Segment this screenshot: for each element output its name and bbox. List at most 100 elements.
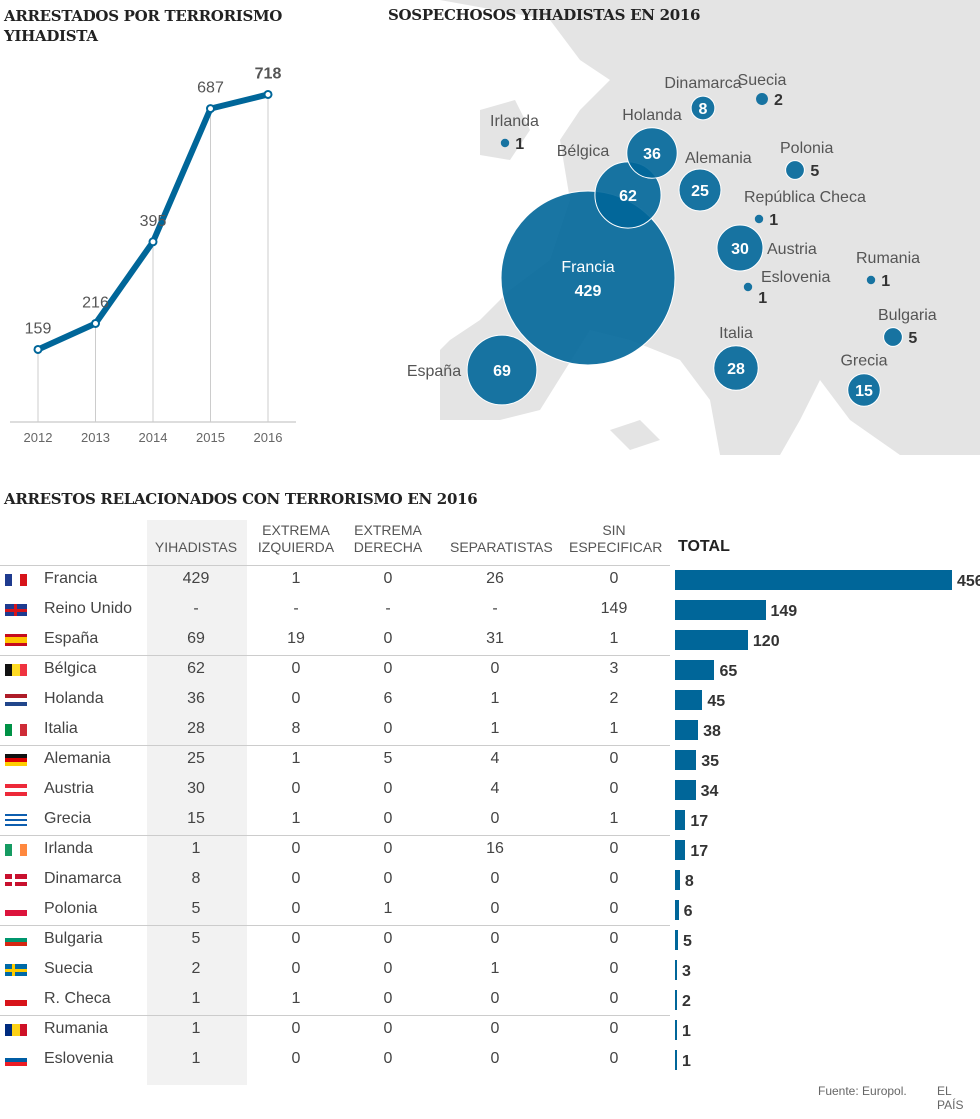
table-cell: 0 [291, 780, 301, 797]
total-bar [675, 630, 748, 650]
total-bar [675, 1020, 677, 1040]
table-cell: - [492, 600, 498, 617]
table-cell: 0 [291, 840, 301, 857]
country-name: Francia [44, 570, 98, 587]
table-cell: 6 [383, 690, 393, 707]
bubble-dinamarca [690, 95, 716, 121]
flag-icon [5, 814, 27, 827]
total-bar [675, 1050, 677, 1070]
flag-icon [5, 874, 27, 886]
country-name: Austria [44, 780, 94, 797]
table-cell: 0 [609, 570, 619, 587]
total-value: 3 [682, 963, 691, 980]
table-cell: 1 [383, 900, 393, 917]
value-label: 8 [699, 101, 708, 118]
table-cell: 8 [191, 870, 201, 887]
table-cell: 25 [187, 750, 205, 767]
value-label: 5 [810, 163, 819, 180]
total-bar [675, 600, 766, 620]
table-cell: 0 [490, 1050, 500, 1067]
bubble-italia [713, 345, 759, 391]
country-label: Irlanda [490, 113, 539, 130]
total-bar [675, 780, 696, 800]
table-cell: 1 [609, 810, 619, 827]
column-header: EXTREMA IZQUIERDA [257, 522, 335, 555]
table-cell: 3 [609, 660, 619, 677]
total-bar [675, 750, 697, 770]
table-cell: 429 [182, 570, 210, 587]
data-label: 159 [25, 320, 52, 337]
table-cell: 0 [291, 870, 301, 887]
flag-icon [5, 1054, 27, 1066]
total-value: 38 [703, 723, 721, 740]
flag-icon [5, 964, 27, 976]
table-cell: 1 [191, 1050, 201, 1067]
country-label: Grecia [840, 353, 887, 370]
table-cell: 1 [191, 1020, 201, 1037]
table-cell: 0 [383, 720, 393, 737]
total-value: 6 [683, 903, 693, 920]
data-point [91, 318, 100, 328]
table-cell: 2 [191, 960, 201, 977]
table-cell: 0 [291, 1050, 301, 1067]
table-cell: 0 [490, 660, 500, 677]
bubble-alemania [678, 168, 722, 212]
table-cell: 0 [291, 930, 301, 947]
flag-icon [5, 994, 27, 1006]
table-cell: 0 [383, 630, 393, 647]
country-label: Polonia [780, 140, 833, 157]
table-cell: 31 [486, 630, 504, 647]
flag-icon [5, 754, 27, 766]
flag-icon [5, 934, 27, 946]
group-divider [0, 925, 670, 926]
value-label: 429 [575, 283, 602, 300]
map-title: SOSPECHOSOS YIHADISTAS EN 2016 [388, 6, 701, 24]
table-cell: 0 [609, 960, 619, 977]
flag-icon [5, 604, 27, 616]
table-cell: 62 [187, 660, 205, 677]
table-cell: 0 [383, 570, 393, 587]
table-cell: 0 [383, 810, 393, 827]
table-cell: 0 [609, 840, 619, 857]
table-cell: 0 [490, 930, 500, 947]
country-label: España [407, 363, 461, 380]
table-cell: 1 [291, 810, 301, 827]
table-cell: 0 [291, 660, 301, 677]
table-cell: 19 [287, 630, 305, 647]
table-cell: 0 [609, 780, 619, 797]
table-cell: 4 [490, 780, 500, 797]
bubble-bulgaria [883, 327, 903, 347]
table-cell: 0 [609, 1020, 619, 1037]
value-label: 30 [731, 241, 749, 258]
table-cell: 36 [187, 690, 205, 707]
group-divider [0, 835, 670, 836]
country-name: Polonia [44, 900, 98, 917]
total-bar [675, 930, 679, 950]
data-point [148, 237, 158, 247]
table-cell: 0 [383, 990, 393, 1007]
table-cell: 28 [187, 720, 205, 737]
total-bar [675, 810, 686, 830]
table-cell: 0 [609, 990, 619, 1007]
x-tick-label: 2013 [81, 430, 110, 445]
table-cell: 1 [291, 750, 301, 767]
bubble-españa [466, 334, 538, 406]
table-cell: 0 [291, 960, 301, 977]
table-cell: - [385, 600, 391, 617]
value-label: 1 [515, 136, 524, 153]
table-cell: 149 [600, 600, 628, 617]
country-label: Bélgica [557, 143, 610, 160]
total-value: 8 [684, 873, 694, 890]
value-label: 15 [855, 383, 873, 400]
country-name: Grecia [44, 810, 92, 827]
total-bar [675, 690, 703, 710]
header-divider [0, 565, 670, 566]
country-name: Irlanda [44, 840, 93, 857]
table-cell: 0 [291, 1020, 301, 1037]
flag-icon [5, 1024, 27, 1036]
country-name: España [44, 630, 99, 647]
table-cell: 69 [187, 630, 205, 647]
bubble-austria [716, 224, 764, 272]
table-cell: 0 [383, 960, 393, 977]
bubble-holanda [626, 127, 678, 179]
